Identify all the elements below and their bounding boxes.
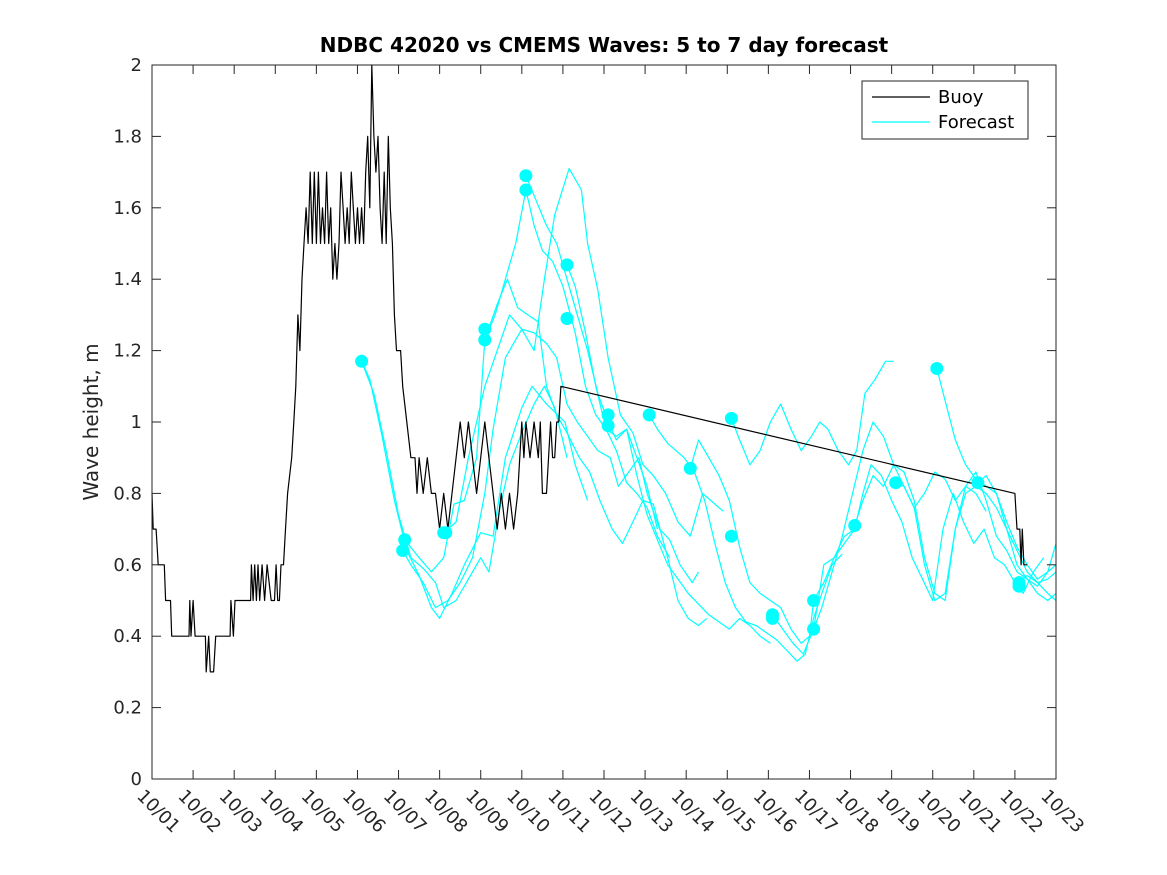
forecast-marker-13 bbox=[642, 408, 656, 422]
y-tick-label-5: 1 bbox=[131, 412, 142, 433]
forecast-marker-24 bbox=[971, 476, 985, 490]
y-tick-label-0: 0 bbox=[131, 769, 142, 790]
y-tick-label-1: 0.2 bbox=[113, 698, 142, 719]
forecast-series-line-10 bbox=[689, 439, 856, 644]
forecast-marker-6 bbox=[478, 333, 492, 347]
y-tick-label-7: 1.4 bbox=[113, 269, 142, 290]
forecast-series-line-6 bbox=[484, 189, 671, 558]
forecast-marker-26 bbox=[1012, 579, 1026, 593]
forecast-series-line-2 bbox=[361, 361, 589, 619]
legend-forecast-label: Forecast bbox=[938, 112, 1014, 133]
forecast-series-line-11 bbox=[730, 360, 894, 466]
forecast-marker-19 bbox=[807, 594, 821, 607]
forecast-series-line-17 bbox=[977, 475, 1057, 602]
forecast-series-line-3 bbox=[402, 167, 724, 609]
y-tick-label-4: 0.8 bbox=[113, 483, 142, 504]
forecast-marker-14 bbox=[683, 461, 697, 475]
y-tick-label-9: 1.8 bbox=[113, 126, 142, 147]
forecast-marker-5 bbox=[478, 322, 492, 336]
buoy-series-line bbox=[151, 64, 1028, 673]
y-axis-label: Wave height, m bbox=[79, 343, 103, 500]
forecast-marker-7 bbox=[519, 169, 533, 183]
forecast-marker-0 bbox=[355, 354, 369, 368]
y-tick-label-2: 0.4 bbox=[113, 626, 142, 647]
markers-layer bbox=[355, 169, 1026, 636]
legend-box bbox=[861, 80, 1029, 140]
legend: Buoy Forecast bbox=[861, 80, 1029, 140]
forecast-marker-11 bbox=[601, 408, 615, 422]
y-tick-label-8: 1.6 bbox=[113, 198, 142, 219]
forecast-marker-16 bbox=[724, 529, 738, 543]
forecast-marker-12 bbox=[601, 419, 615, 433]
forecast-marker-20 bbox=[807, 622, 821, 636]
forecast-marker-2 bbox=[396, 544, 410, 557]
forecast-series-line-8 bbox=[566, 264, 771, 644]
forecast-marker-23 bbox=[930, 362, 944, 375]
forecast-marker-4 bbox=[439, 526, 453, 540]
chart-title: NDBC 42020 vs CMEMS Waves: 5 to 7 day fo… bbox=[320, 33, 889, 57]
forecast-marker-18 bbox=[766, 611, 779, 625]
y-tick-label-6: 1.2 bbox=[113, 341, 142, 362]
forecast-series-line-13 bbox=[813, 421, 987, 630]
forecast-series-line-18 bbox=[1018, 571, 1057, 584]
forecast-marker-9 bbox=[560, 258, 574, 272]
forecast-marker-22 bbox=[889, 476, 903, 490]
forecast-marker-15 bbox=[724, 411, 738, 425]
legend-buoy-label: Buoy bbox=[938, 87, 984, 108]
forecast-series-line-5 bbox=[443, 314, 700, 584]
forecast-marker-21 bbox=[848, 519, 862, 532]
forecast-marker-8 bbox=[519, 183, 533, 197]
forecast-series-line-15 bbox=[895, 471, 1057, 602]
series-layer bbox=[151, 64, 1057, 673]
forecast-series-line-4 bbox=[404, 278, 708, 627]
forecast-marker-10 bbox=[560, 312, 574, 325]
forecast-marker-1 bbox=[398, 533, 412, 547]
y-tick-label-10: 2 bbox=[131, 55, 142, 76]
y-tick-label-3: 0.6 bbox=[113, 555, 142, 576]
